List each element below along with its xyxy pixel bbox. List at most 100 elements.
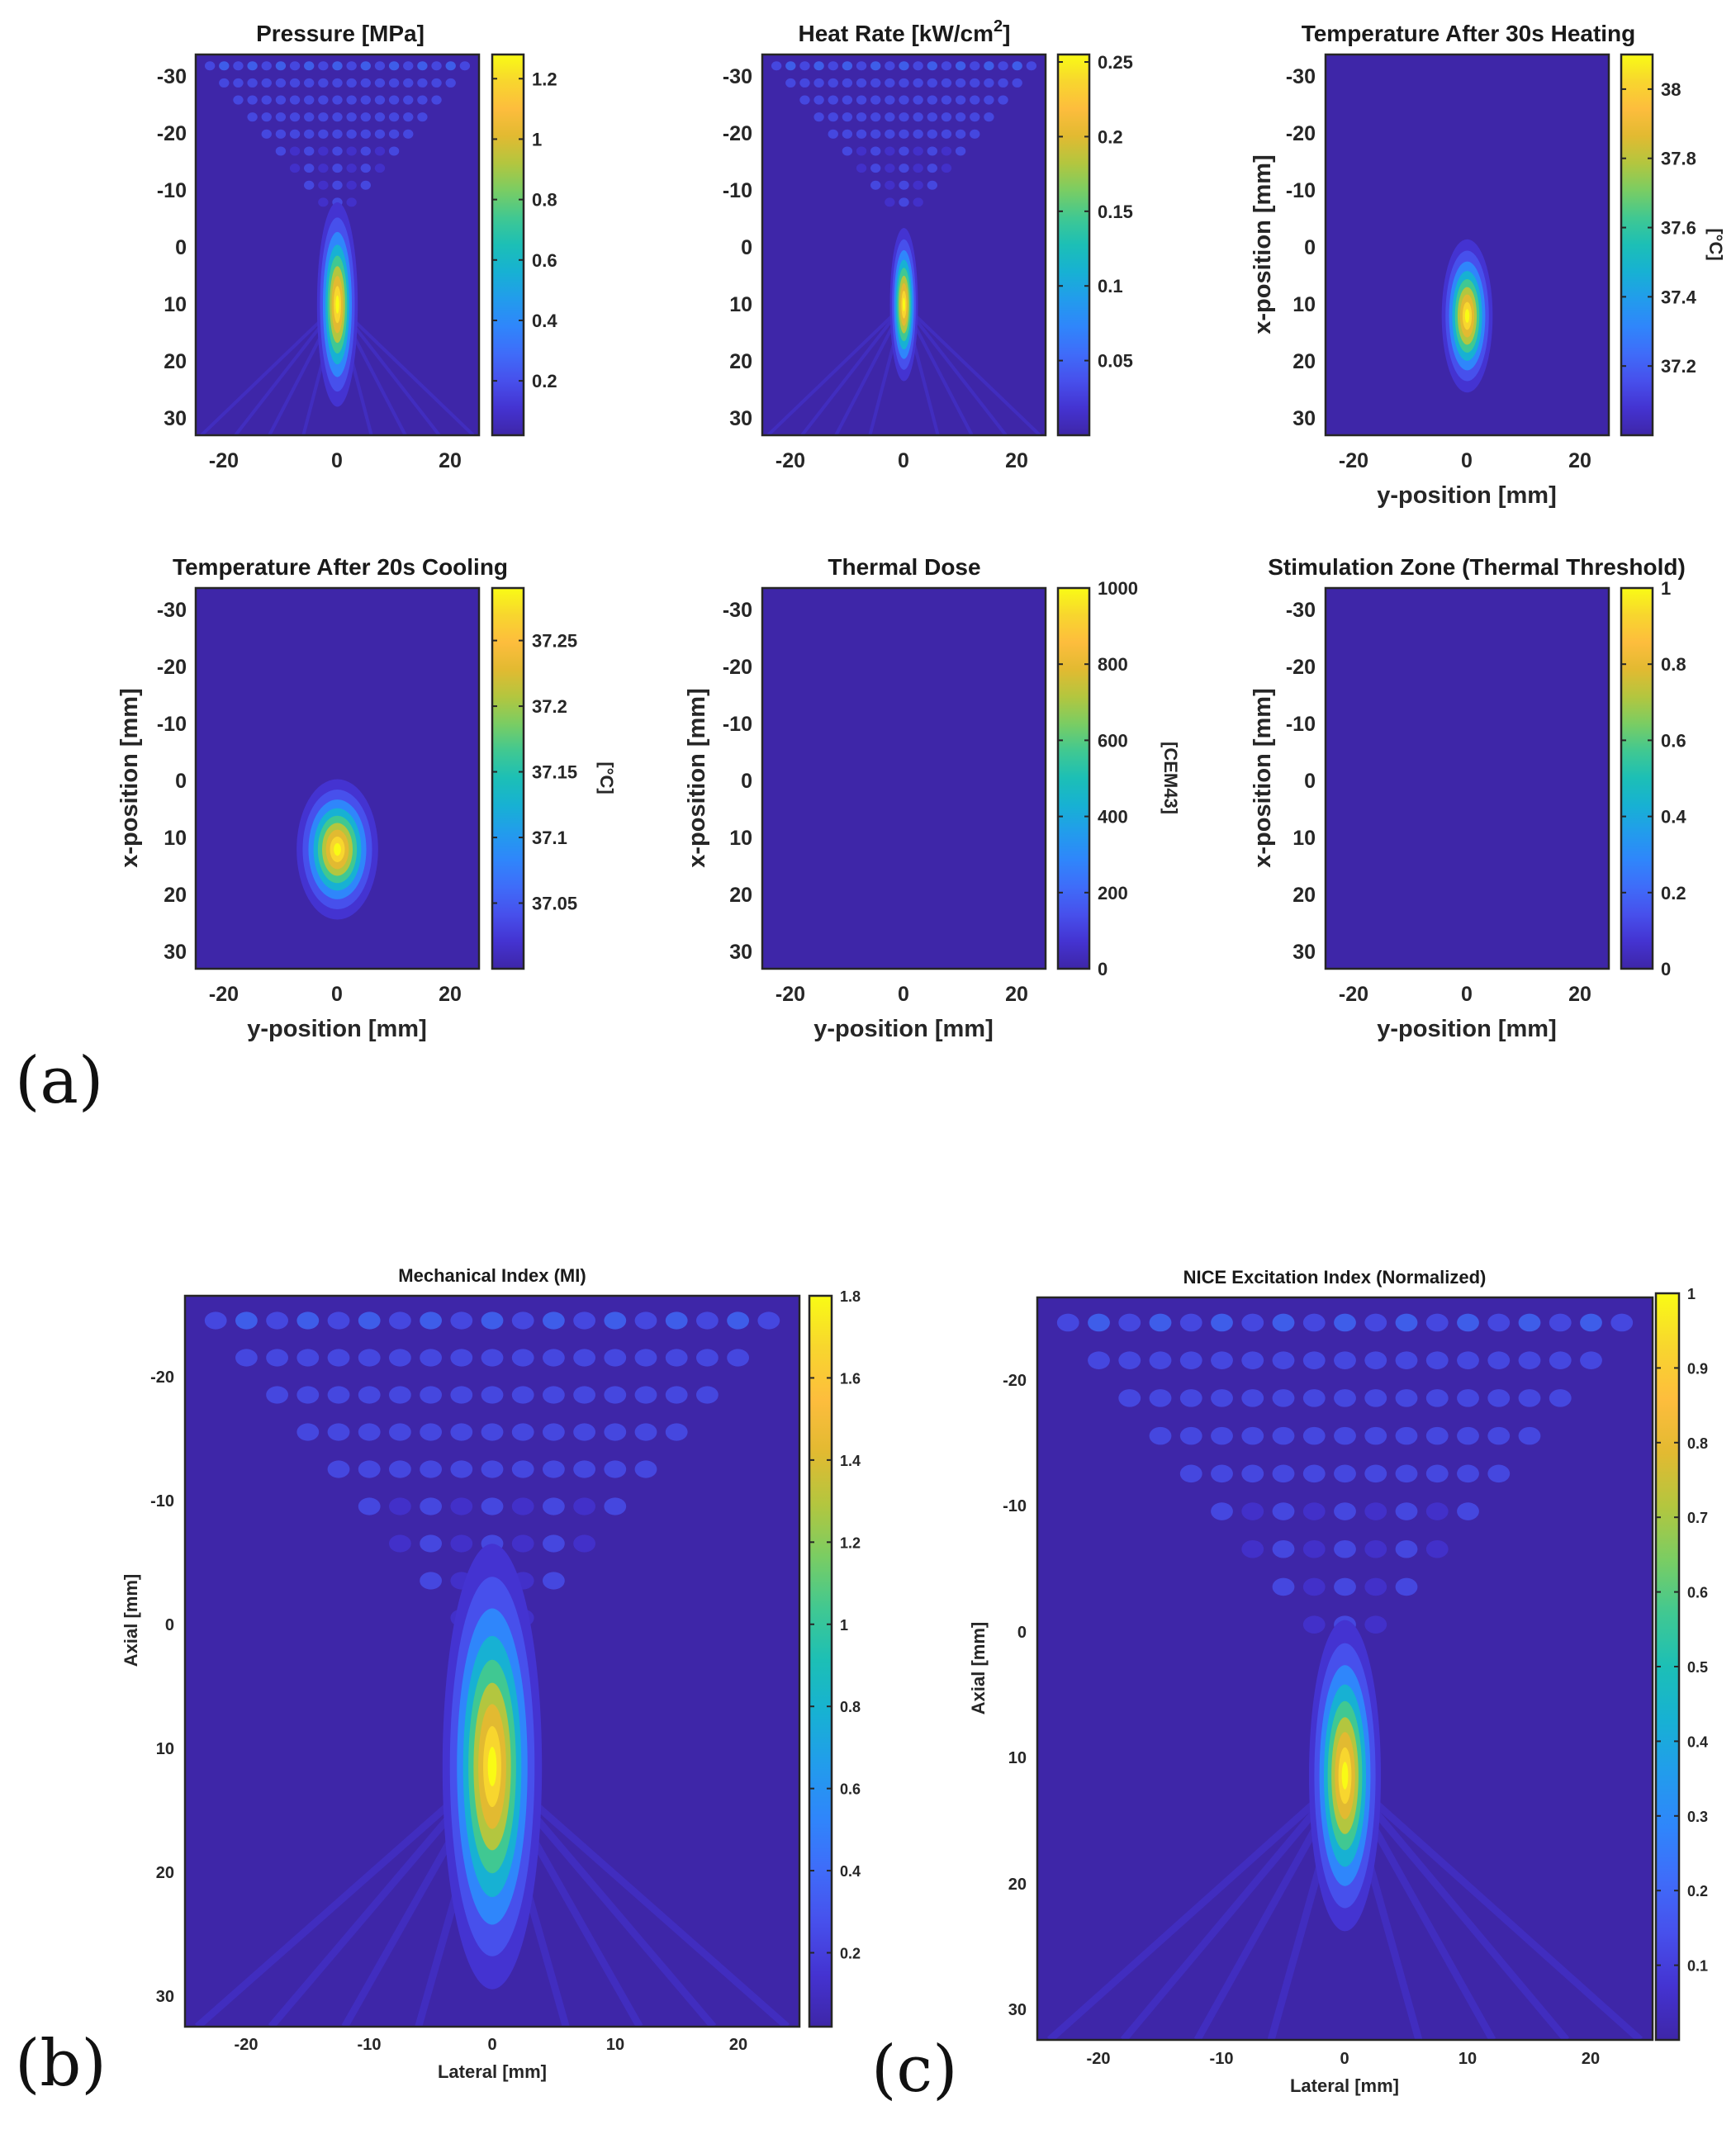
interference-lobe: [870, 95, 881, 105]
interference-lobe: [1149, 1389, 1172, 1407]
heatmap-area: [185, 1296, 799, 2027]
interference-lobe: [813, 61, 824, 71]
y-tick-label: -20: [723, 656, 752, 679]
interference-lobe: [1118, 1351, 1141, 1369]
interference-lobe: [1302, 1577, 1326, 1596]
interference-lobe: [403, 95, 414, 105]
interference-lobe: [1457, 1313, 1479, 1332]
interference-lobe: [1302, 1539, 1326, 1558]
interference-lobe: [1425, 1426, 1449, 1445]
interference-lobe: [235, 1311, 258, 1330]
y-ticks: -30 -20 -10 0 10 20 30: [157, 599, 187, 964]
interference-lobe: [332, 146, 343, 156]
colorbar-tick-label: 400: [1098, 807, 1128, 828]
x-axis-label: Lateral [mm]: [438, 2061, 547, 2082]
interference-lobe: [573, 1497, 595, 1515]
y-ticks: -30 -20 -10 0 10 20 30: [157, 65, 187, 430]
interference-lobe: [289, 112, 301, 122]
interference-lobe: [543, 1497, 565, 1515]
interference-lobe: [289, 164, 301, 173]
subplot-title: Stimulation Zone (Thermal Threshold): [1268, 554, 1686, 580]
panel-label-b: (b): [15, 2027, 107, 2101]
x-tick-label: 20: [1005, 449, 1028, 472]
heatmap-area: [196, 55, 479, 435]
interference-lobe: [1364, 1464, 1387, 1483]
interference-lobe: [374, 164, 386, 173]
interference-lobe: [927, 180, 937, 190]
interference-lobe: [417, 61, 428, 71]
y-tick-label: -20: [723, 122, 752, 145]
interference-lobe: [204, 1311, 227, 1330]
interference-lobe: [1272, 1539, 1295, 1558]
interference-lobe: [296, 1386, 320, 1404]
interference-lobe: [511, 1497, 534, 1515]
x-ticks: -20 0 20: [209, 449, 462, 472]
colorbar-gradient: [1621, 588, 1653, 969]
heatmap-background: [762, 588, 1046, 969]
interference-lobe: [1179, 1351, 1202, 1369]
interference-lobe: [431, 78, 442, 88]
interference-lobe: [511, 1386, 534, 1404]
colorbar-tick-label: 1: [532, 129, 542, 149]
axes-frame: [1324, 586, 1610, 970]
interference-lobe: [955, 61, 966, 71]
x-ticks: -20 0 20: [776, 449, 1028, 472]
interference-lobe: [420, 1423, 442, 1441]
interference-lobe: [1211, 1313, 1233, 1332]
interference-lobe: [1395, 1389, 1418, 1407]
y-tick-label: 30: [729, 941, 752, 964]
colorbar-tick-label: 0: [1098, 959, 1108, 979]
interference-lobe: [1549, 1313, 1572, 1332]
colorbar-tick-label: 0.2: [840, 1946, 861, 1962]
interference-lobe: [842, 112, 853, 122]
x-tick-label: -20: [1339, 449, 1368, 472]
interference-lobe: [450, 1423, 473, 1441]
interference-lobe: [481, 1349, 504, 1367]
interference-lobe: [403, 61, 414, 71]
interference-lobe: [899, 95, 909, 105]
focal-contour: [487, 1747, 497, 1786]
interference-lobe: [1334, 1389, 1356, 1407]
interference-lobe: [318, 146, 329, 156]
y-tick-label: -30: [723, 599, 752, 622]
interference-lobe: [941, 164, 952, 173]
y-tick-label: -20: [1286, 656, 1316, 679]
heatmap-area: [762, 55, 1046, 435]
colorbar-label: [CEM43]: [1160, 742, 1181, 814]
interference-lobe: [927, 61, 937, 71]
interference-lobe: [1149, 1351, 1172, 1369]
x-ticks: -20 0 20: [209, 983, 462, 1006]
side-lobe-streak: [766, 303, 905, 435]
interference-lobe: [899, 129, 909, 139]
interference-lobe: [1364, 1615, 1387, 1634]
interference-lobe: [266, 1311, 288, 1330]
colorbar-tick-label: 1: [840, 1617, 848, 1634]
interference-lobe: [360, 78, 371, 88]
interference-lobe: [1272, 1351, 1295, 1369]
interference-lobe: [984, 61, 994, 71]
heatmap-area: [1326, 55, 1609, 435]
interference-lobe: [727, 1349, 749, 1367]
interference-lobe: [450, 1460, 473, 1478]
y-tick-label: 30: [156, 1988, 174, 2006]
y-tick-label: -30: [1286, 599, 1316, 622]
axes-frame: [194, 586, 481, 970]
x-tick-label: -20: [1087, 2050, 1111, 2068]
interference-lobe: [420, 1460, 442, 1478]
y-tick-label: 20: [1293, 350, 1316, 373]
interference-lobe: [304, 112, 315, 122]
interference-lobe: [955, 95, 966, 105]
interference-lobe: [1457, 1464, 1479, 1483]
interference-lobe: [727, 1311, 749, 1330]
heatmap-area: [1326, 588, 1609, 969]
side-lobe-streak: [490, 1763, 790, 2027]
interference-lobe: [970, 78, 980, 88]
interference-lobe: [1302, 1351, 1326, 1369]
interference-lobe: [885, 61, 895, 71]
colorbar-tick-label: 800: [1098, 654, 1128, 675]
interference-lobe: [431, 61, 442, 71]
subplot-title: Mechanical Index (MI): [398, 1265, 586, 1286]
interference-lobe: [266, 1349, 288, 1367]
heatmap-area: [196, 588, 479, 969]
interference-lobe: [1425, 1539, 1449, 1558]
